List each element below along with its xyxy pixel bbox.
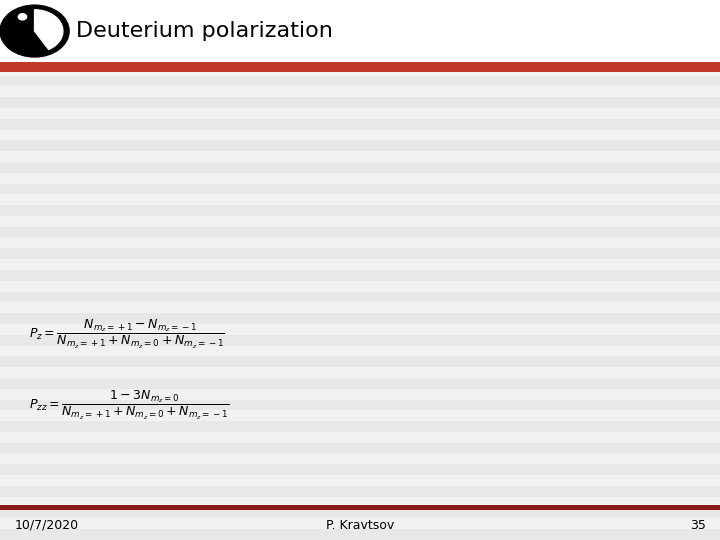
Bar (0, 378, 720, 389)
Bar (0, 205, 720, 216)
Bar (0, 259, 720, 270)
Text: $P_{zz} = \dfrac{1 - 3N_{m_z=0}}{N_{m_z=+1} + N_{m_z=0} + N_{m_z=-1}}$: $P_{zz} = \dfrac{1 - 3N_{m_z=0}}{N_{m_z=… (29, 388, 230, 422)
Wedge shape (35, 10, 63, 50)
Text: 35: 35 (690, 518, 706, 532)
Bar (0, 400, 720, 410)
Bar (0, 518, 720, 529)
Bar (0, 76, 720, 86)
Bar (0, 335, 720, 346)
Bar (0, 11, 720, 22)
Bar (0, 194, 720, 205)
Bar (0, 508, 720, 518)
Bar (0, 486, 720, 497)
Text: Deuterium polarization: Deuterium polarization (76, 21, 333, 41)
Bar (0, 140, 720, 151)
Bar (0, 529, 720, 540)
Bar (0, 162, 720, 173)
Bar (0, 432, 720, 443)
Bar (0, 62, 720, 72)
Bar (0, 32, 720, 43)
Bar (0, 97, 720, 108)
Bar (0, 0, 720, 11)
Bar (0, 227, 720, 238)
Bar (0, 410, 720, 421)
Bar (0, 389, 720, 400)
Circle shape (0, 5, 69, 57)
Bar (0, 86, 720, 97)
Bar (0, 356, 720, 367)
Bar (0, 281, 720, 292)
Text: $P_z = \dfrac{N_{m_z=+1} - N_{m_z=-1}}{N_{m_z=+1} + N_{m_z=0} + N_{m_z=-1}}$: $P_z = \dfrac{N_{m_z=+1} - N_{m_z=-1}}{N… (29, 318, 225, 352)
Bar (0, 505, 720, 510)
Bar (0, 184, 720, 194)
Text: 10/7/2020: 10/7/2020 (14, 518, 78, 532)
Bar (0, 324, 720, 335)
Bar (0, 443, 720, 454)
Bar (0, 238, 720, 248)
Bar (0, 130, 720, 140)
Bar (0, 216, 720, 227)
Bar (0, 367, 720, 378)
Bar (0, 292, 720, 302)
Bar (0, 464, 720, 475)
Text: P. Kravtsov: P. Kravtsov (326, 518, 394, 532)
Circle shape (18, 14, 27, 20)
Bar (0, 54, 720, 65)
Bar (0, 346, 720, 356)
Bar (0, 270, 720, 281)
Bar (0, 0, 720, 62)
Bar (0, 302, 720, 313)
Bar (0, 65, 720, 76)
Bar (0, 454, 720, 464)
Bar (0, 497, 720, 508)
Bar (0, 421, 720, 432)
Bar (0, 248, 720, 259)
Bar (0, 151, 720, 162)
Bar (0, 475, 720, 486)
Bar (0, 119, 720, 130)
Bar (0, 22, 720, 32)
Bar (0, 108, 720, 119)
Bar (0, 313, 720, 324)
Bar (0, 173, 720, 184)
Bar (0, 43, 720, 54)
